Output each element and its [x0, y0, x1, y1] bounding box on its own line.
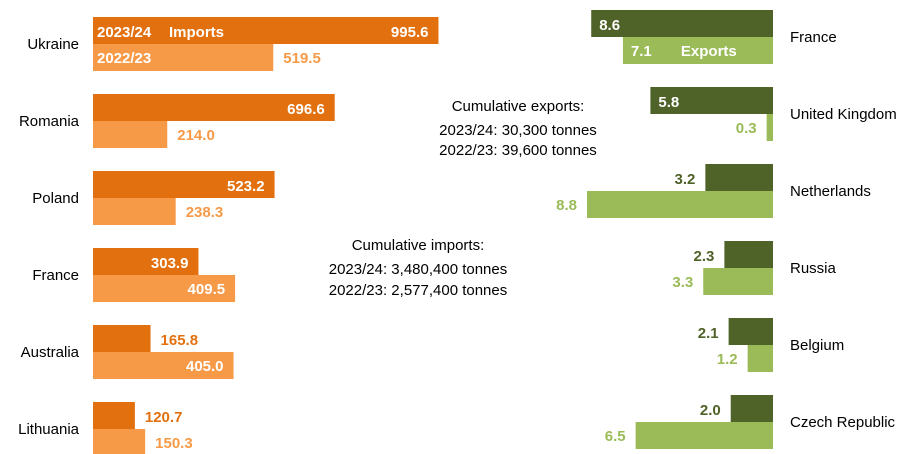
export-country-label-netherlands: Netherlands [790, 183, 871, 200]
export-value-2023-24-united-kingdom: 5.8 [658, 94, 679, 111]
exports-series-title: Exports [681, 43, 737, 60]
export-bar-2023-24-france [591, 10, 773, 37]
import-bar-2022-23-france [93, 275, 236, 302]
export-country-label-belgium: Belgium [790, 337, 844, 354]
import-value-2023-24-ukraine: 995.6 [391, 24, 429, 41]
import-value-2022-23-romania: 214.0 [177, 127, 215, 144]
import-legend-2023-24: 2023/24 [97, 24, 152, 41]
export-value-2023-24-belgium: 2.1 [698, 325, 719, 342]
export-bar-2022-23-czech-republic [635, 422, 773, 449]
import-value-2023-24-france: 303.9 [151, 255, 189, 272]
exports-note-2022-23: 2022/23: 39,600 tonnes [439, 142, 597, 159]
import-country-label-ukraine: Ukraine [27, 36, 79, 53]
export-value-2023-24-russia: 2.3 [694, 248, 715, 265]
export-value-2022-23-united-kingdom: 0.3 [736, 120, 757, 137]
imports-note-2022-23: 2022/23: 2,577,400 tonnes [329, 282, 508, 299]
export-bar-2022-23-united-kingdom [766, 114, 773, 141]
export-country-label-united-kingdom: United Kingdom [790, 106, 897, 123]
import-legend-2022-23: 2022/23 [97, 50, 151, 67]
exports-chart: France 8.6 7.1 Exports United Kingdom 5.8 0.3 N… [556, 10, 897, 449]
imports-series-title: Imports [169, 24, 224, 41]
export-bar-2023-24-united-kingdom [650, 87, 773, 114]
import-value-2022-23-poland: 238.3 [186, 204, 224, 221]
import-bar-2023-24-france [93, 248, 199, 275]
import-bar-2023-24-romania [93, 94, 335, 121]
export-bar-2023-24-czech-republic [730, 395, 773, 422]
import-bar-2023-24-lithuania [93, 402, 135, 429]
import-value-2022-23-australia: 405.0 [186, 358, 224, 375]
export-bar-2022-23-belgium [747, 345, 773, 372]
export-value-2022-23-netherlands: 8.8 [556, 197, 577, 214]
import-value-2023-24-poland: 523.2 [227, 178, 265, 195]
export-country-label-france: France [790, 29, 837, 46]
import-value-2022-23-france: 409.5 [188, 281, 226, 298]
import-bar-2022-23-romania [93, 121, 168, 148]
import-country-label-lithuania: Lithuania [18, 421, 80, 438]
exports-note-title: Cumulative exports: [452, 98, 585, 115]
import-bar-2023-24-poland [93, 171, 275, 198]
export-value-2023-24-france: 8.6 [599, 17, 620, 34]
export-country-label-russia: Russia [790, 260, 837, 277]
exports-note: Cumulative exports: 2023/24: 30,300 tonn… [439, 98, 597, 159]
export-bar-2022-23-netherlands [587, 191, 773, 218]
import-country-label-australia: Australia [21, 344, 80, 361]
import-bar-2023-24-australia [93, 325, 151, 352]
imports-note: Cumulative imports: 2023/24: 3,480,400 t… [329, 237, 508, 299]
export-value-2022-23-france: 7.1 [631, 43, 652, 60]
import-value-2023-24-lithuania: 120.7 [145, 409, 183, 426]
export-bar-2023-24-russia [724, 241, 773, 268]
import-country-label-romania: Romania [19, 113, 80, 130]
export-bar-2023-24-netherlands [705, 164, 773, 191]
export-value-2023-24-netherlands: 3.2 [675, 171, 696, 188]
import-value-2022-23-ukraine: 519.5 [283, 50, 321, 67]
import-bar-2022-23-australia [93, 352, 234, 379]
import-value-2023-24-australia: 165.8 [161, 332, 199, 349]
export-bar-2022-23-france [622, 37, 773, 64]
import-bar-2022-23-ukraine [93, 44, 274, 71]
export-bar-2022-23-russia [703, 268, 773, 295]
export-value-2022-23-russia: 3.3 [672, 274, 693, 291]
import-value-2022-23-lithuania: 150.3 [155, 435, 193, 452]
import-bar-2023-24-ukraine [93, 17, 439, 44]
import-value-2023-24-romania: 696.6 [287, 101, 325, 118]
export-bar-2023-24-belgium [728, 318, 773, 345]
import-bar-2022-23-poland [93, 198, 176, 225]
export-value-2022-23-czech-republic: 6.5 [605, 428, 626, 445]
exports-note-2023-24: 2023/24: 30,300 tonnes [439, 122, 597, 139]
import-country-label-france: France [32, 267, 79, 284]
export-value-2022-23-belgium: 1.2 [717, 351, 738, 368]
export-value-2023-24-czech-republic: 2.0 [700, 402, 721, 419]
import-bar-2022-23-lithuania [93, 429, 146, 454]
import-country-label-poland: Poland [32, 190, 79, 207]
imports-note-2023-24: 2023/24: 3,480,400 tonnes [329, 261, 508, 278]
imports-note-title: Cumulative imports: [352, 237, 485, 254]
imports-chart: Ukraine 995.6 519.5 2023/24 2022/23 Imports Ro… [18, 17, 439, 454]
export-country-label-czech-republic: Czech Republic [790, 414, 896, 431]
